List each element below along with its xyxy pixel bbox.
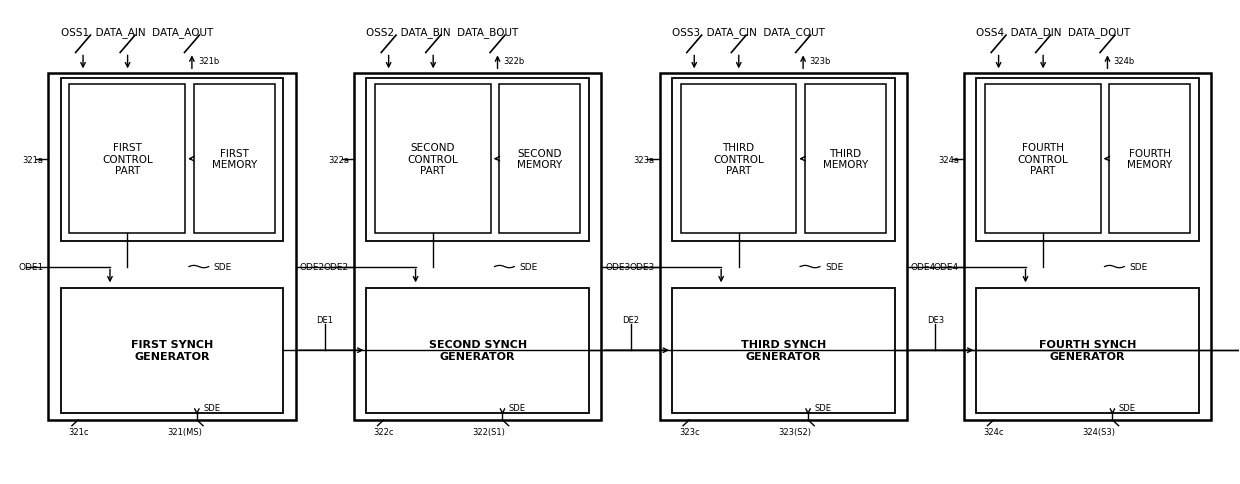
Bar <box>681 85 796 234</box>
Text: 324b: 324b <box>1114 57 1135 66</box>
Text: OSS4  DATA_DIN  DATA_DOUT: OSS4 DATA_DIN DATA_DOUT <box>976 27 1131 37</box>
Bar <box>976 288 1199 413</box>
Text: SDE: SDE <box>520 262 538 272</box>
Text: SDE: SDE <box>203 404 219 412</box>
Text: ODE2: ODE2 <box>300 262 325 272</box>
Text: DE1: DE1 <box>316 315 334 324</box>
Bar <box>69 85 185 234</box>
Text: ODE4: ODE4 <box>934 262 959 272</box>
Text: 323b: 323b <box>810 57 831 66</box>
Bar <box>353 74 601 420</box>
Bar <box>976 78 1199 241</box>
Bar <box>500 85 580 234</box>
Text: OSS1  DATA_AIN  DATA_AOUT: OSS1 DATA_AIN DATA_AOUT <box>61 27 213 37</box>
Text: SDE: SDE <box>1130 262 1147 272</box>
Text: 324a: 324a <box>937 155 959 164</box>
Text: FIRST
MEMORY: FIRST MEMORY <box>212 149 257 170</box>
Text: THIRD
CONTROL
PART: THIRD CONTROL PART <box>713 143 764 176</box>
Text: SDE: SDE <box>825 262 843 272</box>
Bar <box>963 74 1211 420</box>
Text: THIRD SYNCH
GENERATOR: THIRD SYNCH GENERATOR <box>740 340 826 361</box>
Text: SECOND
MEMORY: SECOND MEMORY <box>517 149 563 170</box>
Text: FIRST SYNCH
GENERATOR: FIRST SYNCH GENERATOR <box>131 340 213 361</box>
Text: 321c: 321c <box>68 427 89 436</box>
Text: DE3: DE3 <box>928 315 944 324</box>
Text: ODE2: ODE2 <box>324 262 348 272</box>
Text: OSS2  DATA_BIN  DATA_BOUT: OSS2 DATA_BIN DATA_BOUT <box>366 27 518 37</box>
Text: 322(S1): 322(S1) <box>472 427 506 436</box>
Bar <box>672 78 895 241</box>
Text: 322a: 322a <box>329 155 348 164</box>
Bar <box>366 288 589 413</box>
Text: SDE: SDE <box>213 262 232 272</box>
Text: ODE3: ODE3 <box>630 262 655 272</box>
Text: 323c: 323c <box>680 427 701 436</box>
Text: SDE: SDE <box>1118 404 1136 412</box>
Bar <box>61 288 284 413</box>
Text: FOURTH SYNCH
GENERATOR: FOURTH SYNCH GENERATOR <box>1039 340 1136 361</box>
Text: 321b: 321b <box>198 57 219 66</box>
Text: SDE: SDE <box>815 404 831 412</box>
Text: 324(S3): 324(S3) <box>1083 427 1116 436</box>
Bar <box>366 78 589 241</box>
Text: 323a: 323a <box>634 155 655 164</box>
Text: DE2: DE2 <box>622 315 639 324</box>
Text: FIRST
CONTROL
PART: FIRST CONTROL PART <box>102 143 153 176</box>
Text: SECOND SYNCH
GENERATOR: SECOND SYNCH GENERATOR <box>429 340 527 361</box>
Text: ODE3: ODE3 <box>605 262 630 272</box>
Text: SECOND
CONTROL
PART: SECOND CONTROL PART <box>408 143 459 176</box>
Bar <box>672 288 895 413</box>
Text: 324c: 324c <box>983 427 1004 436</box>
Text: ODE1: ODE1 <box>19 262 43 272</box>
Text: OSS3  DATA_CIN  DATA_COUT: OSS3 DATA_CIN DATA_COUT <box>672 27 825 37</box>
Bar <box>985 85 1101 234</box>
Bar <box>660 74 906 420</box>
Bar <box>1110 85 1190 234</box>
Bar <box>61 78 284 241</box>
Text: 322c: 322c <box>373 427 394 436</box>
Text: ODE4: ODE4 <box>910 262 936 272</box>
Bar <box>805 85 887 234</box>
Text: 321a: 321a <box>22 155 43 164</box>
Text: 321(MS): 321(MS) <box>167 427 202 436</box>
Bar <box>48 74 296 420</box>
Text: 322b: 322b <box>503 57 525 66</box>
Bar <box>374 85 491 234</box>
Text: FOURTH
CONTROL
PART: FOURTH CONTROL PART <box>1018 143 1068 176</box>
Text: 323(S2): 323(S2) <box>779 427 811 436</box>
Bar <box>193 85 275 234</box>
Text: SDE: SDE <box>508 404 526 412</box>
Text: THIRD
MEMORY: THIRD MEMORY <box>823 149 868 170</box>
Text: FOURTH
MEMORY: FOURTH MEMORY <box>1127 149 1173 170</box>
